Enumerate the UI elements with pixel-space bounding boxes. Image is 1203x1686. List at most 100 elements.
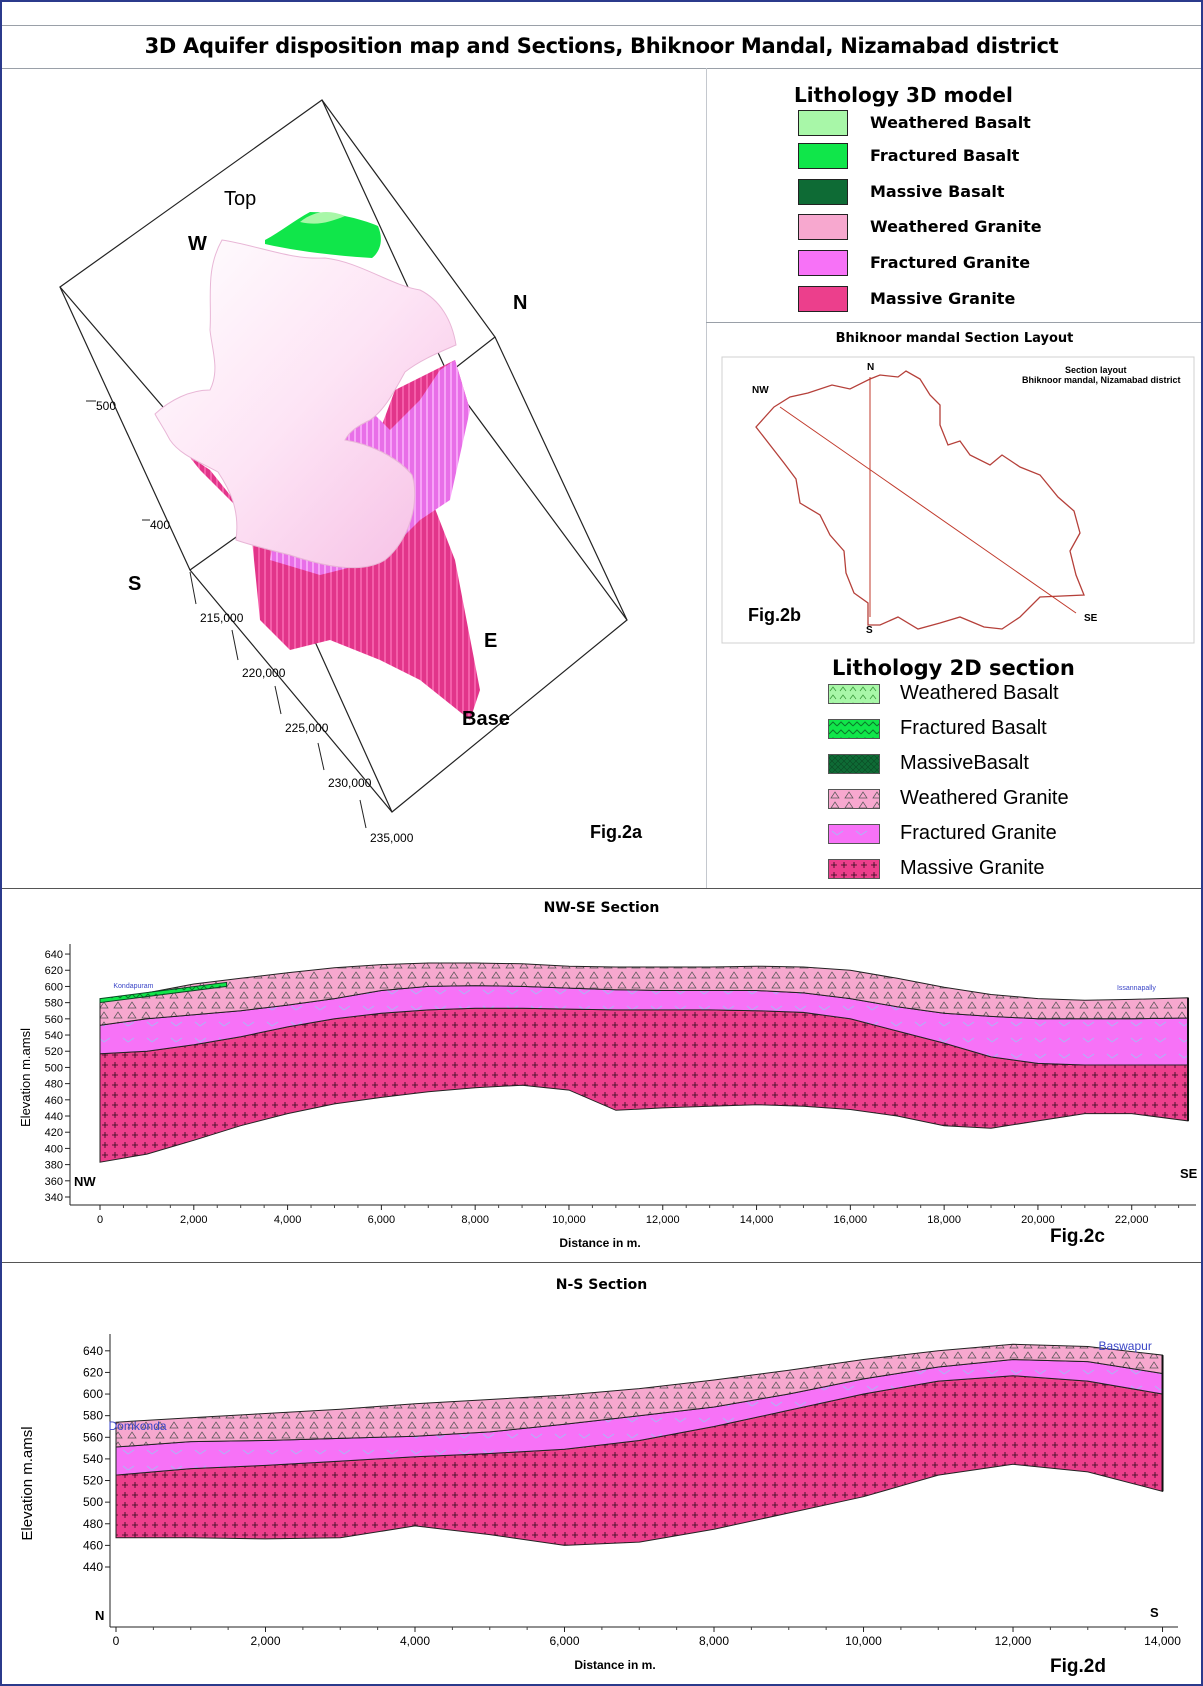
x-axis-label: Distance in m. [574,1658,655,1672]
label-top: Top [224,188,256,210]
y-tick-label: 360 [45,1176,63,1188]
y-tick-label: 540 [83,1452,103,1466]
location-label: Baswapur [1098,1339,1151,1353]
x-tick-label: 12,000 [646,1214,680,1226]
legend2d-title: Lithology 2D section [832,656,1075,680]
y-tick-1: 215,000 [200,611,244,625]
nwse-section-chart: 340 360 380 400 420 440 460 480 500 520 540 560 580 6… [18,944,1198,1250]
swatch [798,143,848,169]
x-tick-label: 6,000 [549,1634,579,1648]
panel-divider [706,68,707,888]
x-tick-label: 2,000 [180,1214,208,1226]
y-tick-label: 460 [83,1538,103,1552]
end-label-left: NW [74,1174,96,1189]
x-tick-label: 14,000 [1144,1634,1181,1648]
y-tick-label: 600 [45,981,63,993]
end-label-left: N [95,1608,104,1623]
y-tick-label: 340 [45,1192,63,1204]
y-tick-label: 580 [45,998,63,1010]
layout-title: Bhiknoor mandal Section Layout [835,331,1074,346]
nwse-section-title: NW-SE Section [543,900,660,916]
x-tick-label: 6,000 [368,1214,396,1226]
x-tick-label: 8,000 [461,1214,489,1226]
fig-2b: Fig.2b [748,605,801,625]
layout-inner-title-2: Bhiknoor mandal, Nizamabad district [1022,375,1181,385]
swatch [828,824,880,844]
swatch [798,250,848,276]
location-label: Issannapally [1117,985,1156,992]
y-tick-label: 520 [83,1474,103,1488]
y-tick-label: 520 [45,1046,63,1058]
x-tick-label: 4,000 [400,1634,430,1648]
swatch [828,754,880,774]
x-tick-label: 10,000 [552,1214,586,1226]
label-base: Base [462,708,510,730]
end-label-right: S [1150,1605,1159,1620]
x-tick-label: 4,000 [274,1214,302,1226]
y-tick-label: 620 [45,965,63,977]
y-tick-label: 480 [45,1079,63,1091]
y-tick-label: 420 [45,1127,63,1139]
layout-label-nw: NW [752,385,769,396]
y-tick-label: 640 [45,949,63,961]
fig-label: Fig.2d [1050,1656,1106,1677]
swatch [828,684,880,704]
label-e: E [484,630,497,652]
y-tick-label: 540 [45,1030,63,1042]
swatch [798,286,848,312]
y-tick-label: 460 [45,1095,63,1107]
x-tick-label: 18,000 [927,1214,961,1226]
y-tick-label: 600 [83,1387,103,1401]
y-axis-label: Elevation m.amsl [19,1426,36,1540]
x-tick-label: 12,000 [995,1634,1032,1648]
end-label-right: SE [1180,1166,1198,1181]
x-tick-label: 16,000 [834,1214,868,1226]
location-label: Domkonda [109,1419,167,1433]
legend3d-title: Lithology 3D model [794,83,1013,107]
y-tick-label: 400 [45,1143,63,1155]
swatch [798,179,848,205]
legend2d: Weathered Basalt Fractured Basalt Massiv… [828,682,1198,882]
x-tick-label: 2,000 [250,1634,280,1648]
layout-label-s: S [866,625,873,636]
x-axis-label: Distance in m. [559,1236,640,1250]
swatch [828,789,880,809]
y-tick-label: 480 [83,1517,103,1531]
swatch [828,719,880,739]
ns-section-title: N-S Section [555,1277,648,1293]
swatch [798,214,848,240]
x-tick-label: 22,000 [1115,1214,1149,1226]
layout-label-n: N [867,362,874,373]
y-tick-3: 225,000 [285,721,329,735]
location-label: Kondapuram [113,983,153,990]
y-tick-label: 500 [83,1495,103,1509]
y-tick-label: 500 [45,1062,63,1074]
y-tick-label: 440 [45,1111,63,1123]
ns-section-chart: 440 460 480 500 520 540 560 580 600 620 640 0 2,000 4… [19,1334,1181,1677]
z-tick-400: 400 [150,518,170,532]
x-tick-label: 0 [113,1634,120,1648]
x-tick-label: 14,000 [740,1214,774,1226]
page-title: 3D Aquifer disposition map and Sections,… [144,34,1059,58]
y-tick-label: 560 [83,1430,103,1444]
lithology-3d-model: Top W N S E Base 500 400 215,000 220,000… [59,99,643,845]
y-tick-label: 560 [45,1014,63,1026]
legend3d: Weathered Basalt Fractured Basalt Massiv… [798,110,1198,320]
label-n: N [513,292,527,314]
y-tick-label: 440 [83,1560,103,1574]
fig-label: Fig.2c [1050,1226,1105,1247]
layout-inner-title-1: Section layout [1065,365,1127,375]
legend-divider [706,322,1201,323]
layout-label-se: SE [1084,613,1098,624]
y-tick-label: 640 [83,1344,103,1358]
y-axis-label: Elevation m.amsl [18,1028,33,1127]
y-tick-2: 220,000 [242,666,286,680]
section-divider-2 [2,1262,1201,1263]
x-tick-label: 10,000 [845,1634,882,1648]
swatch [798,110,848,136]
section-layout-map: Section layout Bhiknoor mandal, Nizamaba… [721,356,1195,644]
y-tick-4: 230,000 [328,776,372,790]
fig-2a: Fig.2a [590,822,643,842]
y-tick-label: 620 [83,1365,103,1379]
